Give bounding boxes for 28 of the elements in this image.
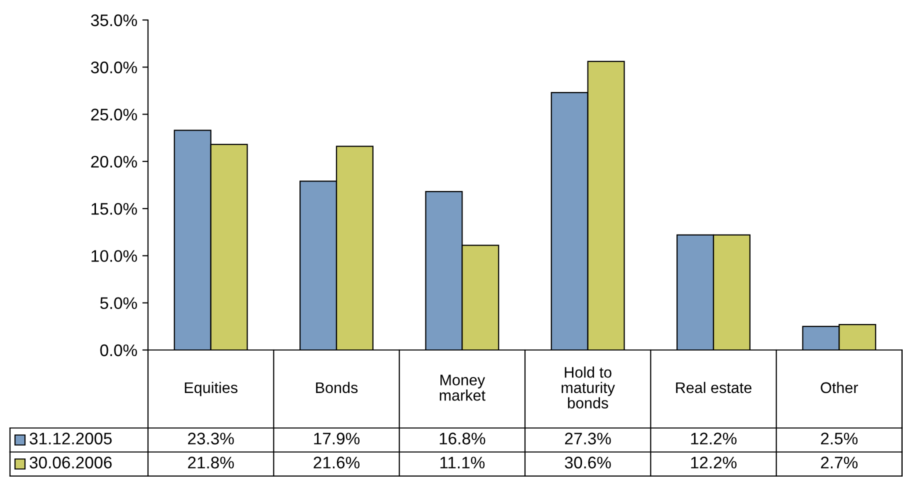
y-tick-label: 15.0%: [92, 202, 137, 215]
y-tick-label: 30.0%: [90, 62, 137, 74]
y-tick-label: 35.0%: [90, 14, 137, 26]
y-tick-label: 10.0%: [92, 250, 137, 262]
x-tick-label: Hold to maturity bonds: [562, 366, 615, 408]
x-tick-label: Bonds: [316, 382, 358, 394]
data-label: 2.5%: [821, 432, 858, 444]
y-tick-label: 5.0%: [100, 297, 137, 310]
data-label: 2.7%: [821, 456, 858, 468]
x-tick-label: Other: [820, 382, 858, 394]
data-label: 11.1%: [440, 456, 485, 468]
x-tick-label: Real estate: [676, 382, 752, 394]
data-label: 30.6%: [564, 456, 611, 468]
legend-label: 30.06.2006: [30, 456, 112, 468]
data-label: 23.3%: [188, 432, 234, 444]
y-tick-label: 20.0%: [91, 156, 137, 168]
data-label: 17.9%: [314, 432, 360, 444]
data-label: 12.2%: [691, 432, 737, 444]
data-label: 21.6%: [314, 456, 360, 468]
y-tick-label: 0.0%: [100, 344, 137, 356]
y-tick-label: 25.0%: [91, 108, 137, 120]
data-label: 16.8%: [440, 432, 486, 444]
x-tick-label: Money market: [440, 374, 486, 401]
legend-label: 31.12.2005: [30, 432, 112, 444]
data-label: 27.3%: [565, 432, 611, 444]
data-label: 21.8%: [188, 456, 234, 468]
data-label: 12.2%: [691, 456, 737, 468]
x-tick-label: Equities: [184, 382, 238, 396]
